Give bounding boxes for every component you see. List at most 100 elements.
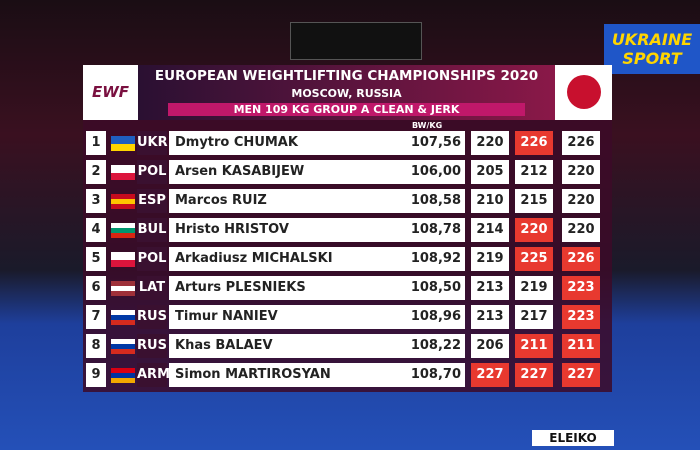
athlete-name: Timur NANIEV <box>169 305 410 329</box>
attempt: 223 <box>562 305 600 329</box>
flag <box>111 368 135 383</box>
attempt: 226 <box>515 131 553 155</box>
attempt: 226 <box>562 247 600 271</box>
flag <box>111 252 135 267</box>
bodyweight: 108,70 <box>410 363 465 387</box>
flag-stripe <box>111 223 135 228</box>
attempt: 220 <box>562 189 600 213</box>
attempt: 215 <box>515 189 553 213</box>
attempt: 227 <box>515 363 553 387</box>
country-code: UKR <box>137 131 168 155</box>
channel-name: UKRAINE <box>611 30 693 49</box>
flag <box>111 136 135 151</box>
attempt: 219 <box>515 276 553 300</box>
attempt: 220 <box>562 160 600 184</box>
athlete-name: Hristo HRISTOV <box>169 218 410 242</box>
country-code: BUL <box>137 218 167 242</box>
attempt: 220 <box>471 131 509 155</box>
rank: 4 <box>86 218 106 242</box>
flag-stripe <box>111 349 135 354</box>
federation-logo: EWF <box>83 65 138 120</box>
athlete-name: Dmytro CHUMAK <box>169 131 410 155</box>
attempt: 220 <box>562 218 600 242</box>
bodyweight: 107,56 <box>410 131 465 155</box>
flag-stripe <box>111 344 135 349</box>
athlete-name: Marcos RUIZ <box>169 189 410 213</box>
flag-stripe <box>111 259 135 267</box>
sponsor-logo: ELEIKO <box>532 430 614 446</box>
country-code: RUS <box>137 334 167 358</box>
bodyweight: 108,58 <box>410 189 465 213</box>
flag-stripe <box>111 310 135 315</box>
flag-stripe <box>111 233 135 238</box>
bodyweight: 108,96 <box>410 305 465 329</box>
rank: 1 <box>86 131 106 155</box>
flag-stripe <box>111 252 135 260</box>
attempt: 217 <box>515 305 553 329</box>
flag <box>111 310 135 325</box>
bodyweight: 108,22 <box>410 334 465 358</box>
attempt: 223 <box>562 276 600 300</box>
attempt: 206 <box>471 334 509 358</box>
attempt: 214 <box>471 218 509 242</box>
bodyweight: 106,00 <box>410 160 465 184</box>
flag-stripe <box>111 194 135 199</box>
arena-scoreboard <box>290 22 422 60</box>
attempt: 220 <box>515 218 553 242</box>
flag-stripe <box>111 172 135 180</box>
title-band: EUROPEAN WEIGHTLIFTING CHAMPIONSHIPS 202… <box>138 65 555 120</box>
country-code: POL <box>137 160 167 184</box>
flag-stripe <box>111 368 135 373</box>
flag-stripe <box>111 286 135 291</box>
athlete-name: Arturs PLESNIEKS <box>169 276 410 300</box>
athlete-name: Arsen KASABIJEW <box>169 160 410 184</box>
flag-stripe <box>111 281 135 286</box>
rank: 9 <box>86 363 106 387</box>
event-logo <box>555 65 612 120</box>
rank: 6 <box>86 276 106 300</box>
rank: 8 <box>86 334 106 358</box>
flag-stripe <box>111 320 135 325</box>
flag-stripe <box>111 204 135 209</box>
attempt: 211 <box>562 334 600 358</box>
attempt: 213 <box>471 305 509 329</box>
bodyweight: 108,50 <box>410 276 465 300</box>
attempt: 213 <box>471 276 509 300</box>
flag <box>111 281 135 296</box>
country-code: ESP <box>137 189 167 213</box>
channel-name: SPORT <box>622 49 682 68</box>
rank: 5 <box>86 247 106 271</box>
title: EUROPEAN WEIGHTLIFTING CHAMPIONSHIPS 202… <box>154 68 539 84</box>
attempt: 212 <box>515 160 553 184</box>
attempt: 205 <box>471 160 509 184</box>
flag-stripe <box>111 315 135 320</box>
country-code: LAT <box>137 276 167 300</box>
flag-stripe <box>111 136 135 144</box>
athlete-name: Khas BALAEV <box>169 334 410 358</box>
flag-stripe <box>111 228 135 233</box>
country-code: RUS <box>137 305 167 329</box>
group: MEN 109 KG GROUP A CLEAN & JERK <box>168 103 525 116</box>
channel-logo: UKRAINE SPORT <box>604 24 700 74</box>
flag-stripe <box>111 373 135 378</box>
country-code: POL <box>137 247 167 271</box>
attempt: 226 <box>562 131 600 155</box>
flag <box>111 223 135 238</box>
bodyweight: 108,78 <box>410 218 465 242</box>
rank: 7 <box>86 305 106 329</box>
attempt: 211 <box>515 334 553 358</box>
event-emblem <box>566 75 601 109</box>
attempt: 227 <box>471 363 509 387</box>
flag-stripe <box>111 165 135 173</box>
bodyweight: 108,92 <box>410 247 465 271</box>
flag-stripe <box>111 199 135 204</box>
flag <box>111 339 135 354</box>
flag-stripe <box>111 291 135 296</box>
flag-stripe <box>111 378 135 383</box>
flag-stripe <box>111 143 135 151</box>
attempt: 219 <box>471 247 509 271</box>
bw-label: BW/KG <box>412 121 443 130</box>
rank: 2 <box>86 160 106 184</box>
flag <box>111 165 135 180</box>
